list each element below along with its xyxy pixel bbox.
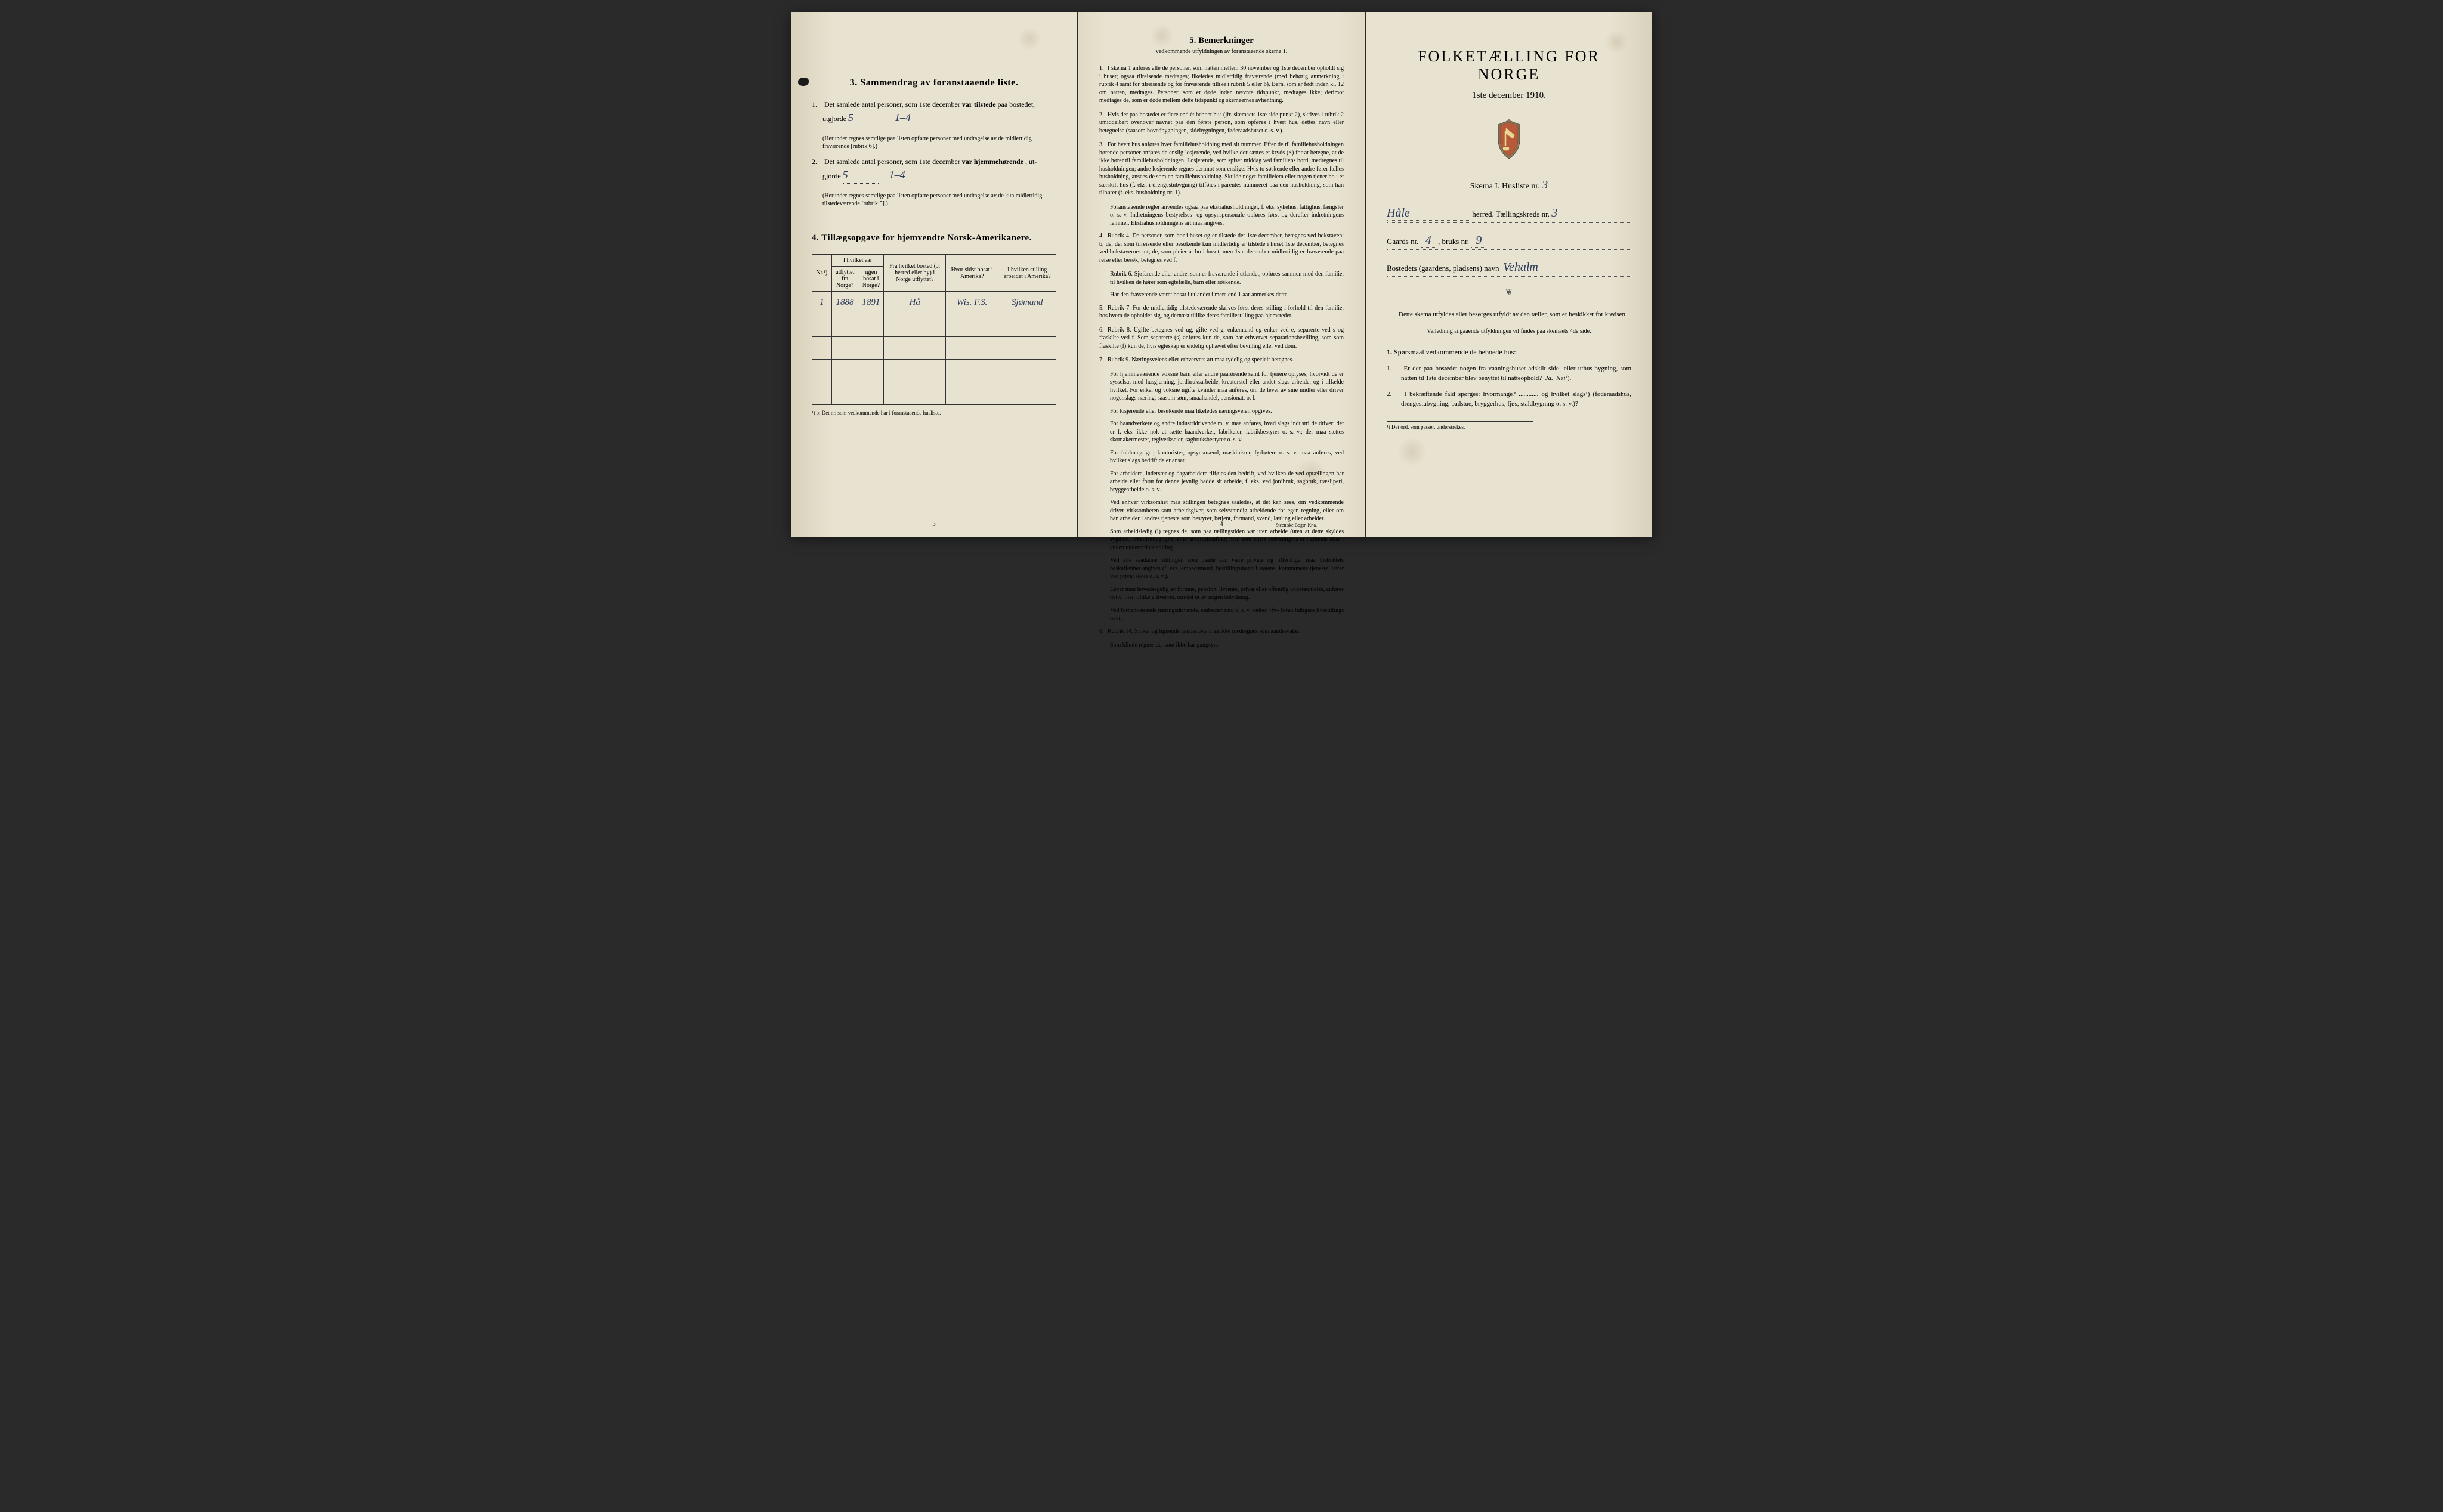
bosted-field: Bostedets (gaardens, pladsens) navn Veha… — [1387, 261, 1631, 277]
th-year: I hvilket aar — [831, 255, 884, 267]
stain — [1150, 24, 1174, 48]
amerikanere-table: Nr.¹) I hvilket aar Fra hvilket bosted (… — [812, 254, 1056, 405]
remark-sub-item: For haandverkere og andre industridriven… — [1099, 420, 1344, 444]
remark-sub-item: Foranstaaende regler anvendes ogsaa paa … — [1099, 203, 1344, 228]
th-where: Hvor sidst bosat i Amerika? — [946, 255, 998, 292]
bruks-nr: 9 — [1471, 234, 1486, 248]
page-1: 3. Sammendrag av foranstaaende liste. 1.… — [791, 12, 1077, 537]
herred-field: Håle herred. Tællingskreds nr. 3 — [1387, 206, 1631, 223]
remark-sub-item: Ved alle saadanne stillinger, som baade … — [1099, 556, 1344, 581]
ornament-icon: ❦ — [1387, 287, 1631, 298]
gaards-field: Gaards nr. 4 , bruks nr. 9 — [1387, 234, 1631, 250]
table-row-empty — [812, 360, 1056, 382]
table-cell: Wis. F.S. — [946, 292, 998, 314]
skema-line: Skema I. Husliste nr. 3 — [1387, 178, 1631, 192]
remark-sub-item: Lever man hovedsagelig av formue, pensio… — [1099, 586, 1344, 602]
remarks-subtitle: vedkommende utfyldningen av foranstaaend… — [1099, 48, 1344, 55]
remarks-list: 1.I skema 1 anføres alle de personer, so… — [1099, 64, 1344, 650]
table-row: 118881891HåWis. F.S.Sjømand — [812, 292, 1056, 314]
remark-sub-item: Ved enhver virksomhet maa stillingen bet… — [1099, 499, 1344, 523]
tilstede-count: 5 — [848, 112, 853, 123]
page-2: 5. Bemerkninger vedkommende utfyldningen… — [1078, 12, 1365, 537]
page-number-3: 3 — [932, 521, 936, 528]
page-number-4: 4 — [1220, 521, 1223, 528]
remark-item: 4.Rubrik 4. De personer, som bor i huset… — [1099, 232, 1344, 264]
section-4-title: 4. Tillægsopgave for hjemvendte Norsk-Am… — [812, 233, 1056, 243]
table-cell: 1891 — [858, 292, 884, 314]
remark-item: 3.For hvert hus anføres hver familiehush… — [1099, 141, 1344, 197]
stain — [1396, 438, 1428, 465]
summary-item-1: 1. Det samlede antal personer, som 1ste … — [812, 99, 1056, 126]
remark-item: 7.Rubrik 9. Næringsveiens eller erhverve… — [1099, 356, 1344, 364]
table-cell: Hå — [884, 292, 946, 314]
table-footnote: ¹) ɔ: Det nr. som vedkommende har i fora… — [812, 410, 1056, 416]
remark-item: 1.I skema 1 anføres alle de personer, so… — [1099, 64, 1344, 105]
husliste-nr: 3 — [1542, 178, 1548, 191]
table-row-empty — [812, 382, 1056, 405]
questions-section: 1. Spørsmaal vedkommende de beboede hus:… — [1387, 348, 1631, 409]
stain — [1293, 459, 1329, 489]
remark-sub-item: Som blinde regnes de, som ikke har gangs… — [1099, 641, 1344, 650]
th-nr: Nr.¹) — [812, 255, 832, 292]
th-from: Fra hvilket bosted (ɔ: herred eller by) … — [884, 255, 946, 292]
stain — [1604, 30, 1628, 54]
remark-item: 6.Rubrik 8. Ugifte betegnes ved ug, gift… — [1099, 326, 1344, 351]
table-cell: 1 — [812, 292, 832, 314]
kreds-nr: 3 — [1551, 206, 1557, 219]
remark-item: 2.Hvis der paa bostedet er flere end ét … — [1099, 111, 1344, 135]
hjemme-range: 1–4 — [889, 169, 905, 181]
questions-heading: 1. Spørsmaal vedkommende de beboede hus: — [1387, 348, 1631, 357]
gaards-nr: 4 — [1421, 234, 1436, 248]
instruction-1: Dette skema utfyldes eller besørges utfy… — [1387, 310, 1631, 320]
page3-footnote: ¹) Det ord, som passer, understrekes. — [1387, 421, 1533, 430]
th-occupation: I hvilken stilling arbeidet i Amerika? — [998, 255, 1056, 292]
question-2: 2. I bekræftende fald spørges: hvormange… — [1387, 389, 1631, 409]
instruction-2: Veiledning angaaende utfyldningen vil fi… — [1387, 327, 1631, 336]
census-date: 1ste december 1910. — [1387, 91, 1631, 101]
th-year-out: utflyttet fra Norge? — [831, 267, 858, 292]
remark-sub-item: Har den fraværende været bosat i utlande… — [1099, 291, 1344, 299]
section-3-title: 3. Sammendrag av foranstaaende liste. — [812, 78, 1056, 88]
remark-sub-item: For hjemmeværende voksne barn eller andr… — [1099, 370, 1344, 403]
table-row-empty — [812, 337, 1056, 360]
coat-of-arms-icon — [1491, 119, 1527, 160]
herred-name: Håle — [1387, 206, 1410, 219]
printer-mark: Steen'ske Bogtr. Kr.a. — [1276, 522, 1317, 528]
item2-note: (Herunder regnes samtlige paa listen opf… — [812, 192, 1056, 208]
remark-sub-item: Ved forhenværende næringsdrivende, embed… — [1099, 607, 1344, 623]
remark-item: 8.Rubrik 14. Sinker og lignende aandsslø… — [1099, 627, 1344, 636]
table-cell: 1888 — [831, 292, 858, 314]
table-row-empty — [812, 314, 1056, 337]
th-year-back: igjen bosat i Norge? — [858, 267, 884, 292]
table-cell: Sjømand — [998, 292, 1056, 314]
main-title: FOLKETÆLLING FOR NORGE — [1387, 48, 1631, 84]
stain — [1018, 27, 1041, 51]
remark-sub-item: Som arbeidsledig (l) regnes de, som paa … — [1099, 528, 1344, 552]
remark-item: 5.Rubrik 7. For de midlertidig tilstedev… — [1099, 304, 1344, 320]
census-document: 3. Sammendrag av foranstaaende liste. 1.… — [791, 12, 1652, 537]
hjemme-count: 5 — [843, 169, 848, 181]
remark-sub-item: For losjerende eller besøkende maa likel… — [1099, 407, 1344, 416]
summary-item-2: 2. Det samlede antal personer, som 1ste … — [812, 156, 1056, 184]
tilstede-range: 1–4 — [895, 112, 911, 123]
page-3: FOLKETÆLLING FOR NORGE 1ste december 191… — [1366, 12, 1652, 537]
ink-blot — [798, 78, 809, 86]
remark-sub-item: Rubrik 6. Sjøfarende eller andre, som er… — [1099, 270, 1344, 286]
item1-note: (Herunder regnes samtlige paa listen opf… — [812, 135, 1056, 150]
answer-nei: Nei — [1556, 375, 1565, 382]
remarks-title: 5. Bemerkninger — [1099, 36, 1344, 46]
question-1: 1. Er der paa bostedet nogen fra vaaning… — [1387, 364, 1631, 384]
bosted-name: Vehalm — [1503, 261, 1538, 274]
